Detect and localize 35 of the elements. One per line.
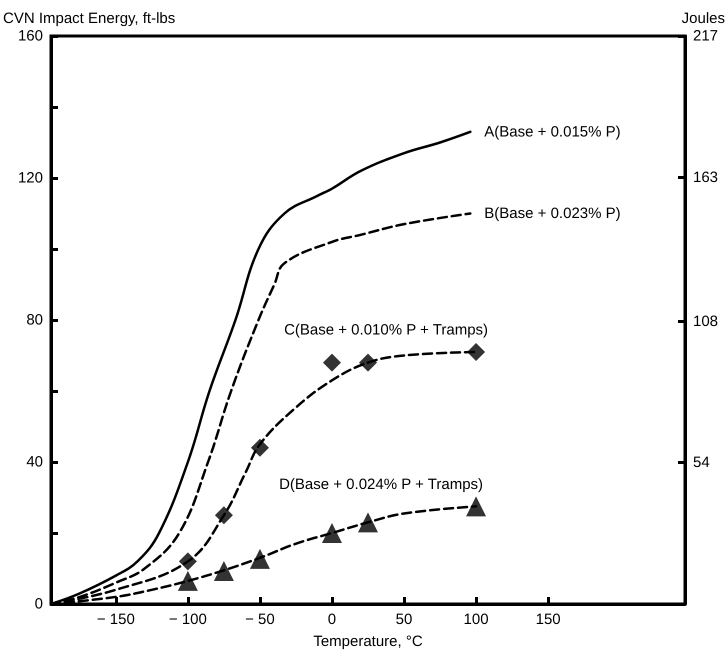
point	[358, 512, 378, 532]
x-tick-label: 150	[536, 611, 561, 628]
point	[178, 552, 197, 570]
y2-tick-label: 54	[693, 454, 710, 472]
point	[250, 548, 270, 569]
series-label: C(Base + 0.010% P + Tramps)	[284, 321, 488, 338]
y-tick-label: 80	[26, 312, 43, 328]
y2-axis-title: Joules	[682, 10, 725, 27]
point	[214, 560, 234, 581]
x-tick-label: − 50	[245, 611, 275, 628]
x-tick-label: 0	[328, 611, 336, 628]
y-tick-label: 0	[34, 596, 43, 612]
point	[322, 354, 341, 372]
series-label: A(Base + 0.015% P)	[484, 123, 621, 140]
point	[467, 342, 486, 361]
point	[359, 354, 377, 372]
point	[322, 523, 342, 543]
series-label: B(Base + 0.023% P)	[484, 205, 621, 222]
point	[250, 438, 269, 457]
point	[178, 570, 198, 591]
y-axis-title: CVN Impact Energy, ft-lbs	[3, 10, 176, 27]
y2-tick-label: 163	[693, 168, 718, 186]
x-tick-label: − 100	[168, 611, 207, 628]
point	[466, 496, 486, 516]
y-tick-label: 120	[18, 170, 43, 186]
x-tick-label: − 150	[96, 611, 135, 628]
x-tick-label: 50	[396, 611, 412, 628]
y-tick-label: 160	[18, 28, 43, 44]
y2-tick-label: 217	[693, 28, 718, 44]
x-tick-label: 100	[464, 611, 489, 628]
y-tick-label: 40	[26, 454, 43, 470]
series-label: D(Base + 0.024% P + Tramps)	[279, 476, 484, 493]
x-axis-title: Temperature, °C	[313, 633, 423, 650]
y2-tick-label: 108	[693, 312, 718, 330]
point	[214, 506, 233, 524]
